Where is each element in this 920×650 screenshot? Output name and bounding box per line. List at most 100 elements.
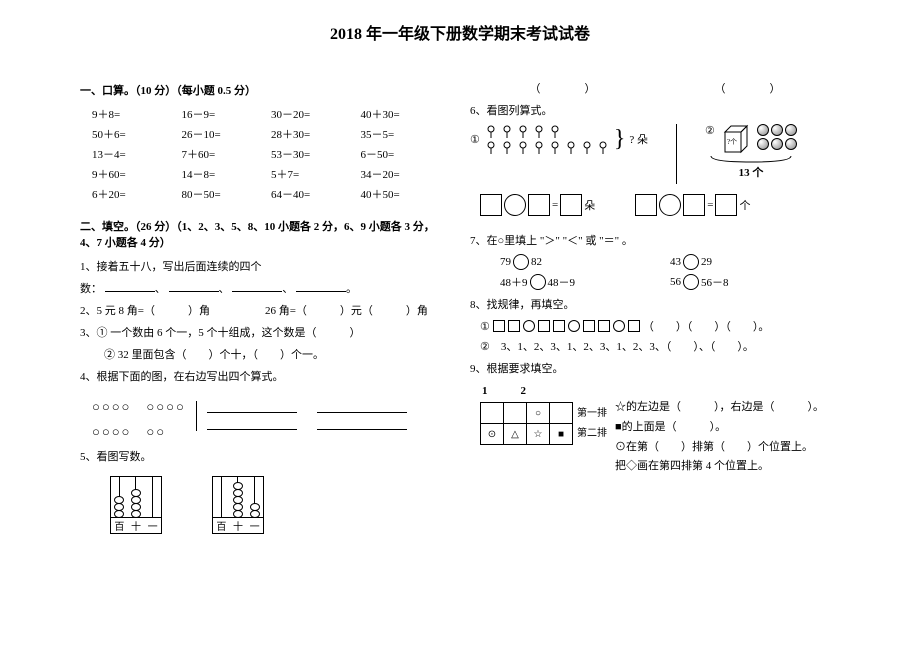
- right-column: （ ） （ ） 6、看图列算式。 ①: [470, 74, 840, 534]
- flower-icon: [516, 140, 530, 154]
- q9-figure: ○ ⊙ △ ☆ ■ 第一排 第二排: [470, 398, 840, 477]
- flower-icon: [516, 124, 530, 138]
- abacus-label: 百: [114, 518, 124, 533]
- eq-circle: [504, 194, 526, 216]
- abacus-label: 十: [233, 518, 243, 533]
- cmp-circle: [683, 274, 699, 290]
- calc-row: 13－4= 7＋60= 53－30= 6－50=: [92, 146, 450, 162]
- eq-box: [635, 194, 657, 216]
- flower-icon: [500, 140, 514, 154]
- label-1: ①: [470, 133, 480, 146]
- calc-cell: 28＋30=: [271, 126, 361, 142]
- cube-under-label: 13 个: [739, 164, 764, 180]
- flower-icon: [532, 124, 546, 138]
- q4-figure: ○○○○ ○○○○ ○○○○ ○○: [80, 390, 450, 442]
- eq-unit: 朵: [584, 197, 595, 213]
- paren-answer-row: （ ） （ ）: [470, 80, 840, 96]
- q9-line: ■的上面是（ ）。: [615, 418, 824, 438]
- abacus-label: 十: [131, 518, 141, 533]
- flower-icon: [484, 140, 498, 154]
- calc-cell: 53－30=: [271, 146, 361, 162]
- row-label: 第一排: [577, 404, 607, 424]
- abacus-label: 一: [148, 518, 158, 533]
- circle-group: ○○○○ ○○: [92, 421, 186, 440]
- grid-cell: △: [504, 424, 527, 445]
- q7-text: 7、在○里填上 "＞" "＜" 或 "＝" 。: [470, 232, 840, 248]
- flower-icon: [580, 140, 594, 154]
- calc-cell: 64－40=: [271, 186, 361, 202]
- calc-cell: 7＋60=: [182, 146, 272, 162]
- cmp-circle: [513, 254, 529, 270]
- flower-icon: [484, 124, 498, 138]
- blank: [169, 281, 219, 292]
- eq-box: [560, 194, 582, 216]
- flower-count-label: ? 朵: [629, 131, 648, 147]
- cmp-val: 48－9: [548, 274, 576, 290]
- calc-cell: 14－8=: [182, 166, 272, 182]
- cmp-circle: [530, 274, 546, 290]
- blank: [317, 419, 407, 430]
- flower-icon: [532, 140, 546, 154]
- left-column: 一、口算。（10 分）（每小题 0.5 分） 9＋8= 16－9= 30－20=…: [80, 74, 450, 534]
- grid-cell: [550, 403, 573, 424]
- q3b-text: ② 32 里面包含（ ）个十，（ ）个一。: [104, 346, 450, 362]
- calc-cell: 5＋7=: [271, 166, 361, 182]
- calc-cell: 26－10=: [182, 126, 272, 142]
- eq-box: [683, 194, 705, 216]
- blank: [207, 419, 297, 430]
- blank: [105, 281, 155, 292]
- q5-text: 5、看图写数。: [80, 448, 450, 464]
- calc-cell: 16－9=: [182, 106, 272, 122]
- label-1: ①: [480, 320, 490, 333]
- balls-group: [757, 124, 797, 150]
- flower-icon: [548, 140, 562, 154]
- compare-row: 79 82 43 29: [500, 254, 840, 270]
- abacus: 百 十 一: [110, 476, 162, 534]
- paren-cell: （ ）: [470, 80, 655, 96]
- grid-cell: ⊙: [481, 424, 504, 445]
- eq-row: = 朵 = 个: [470, 184, 840, 226]
- calc-row: 9＋60= 14－8= 5＋7= 34－20=: [92, 166, 450, 182]
- pattern-1: ① （ ）（ ）（ ）。: [480, 318, 840, 334]
- blank: [317, 402, 407, 413]
- abacus-label: 百: [216, 518, 226, 533]
- calc-cell: 6＋20=: [92, 186, 182, 202]
- calc-cell: 50＋6=: [92, 126, 182, 142]
- calc-cell: 40＋30=: [361, 106, 451, 122]
- calc-cell: 13－4=: [92, 146, 182, 162]
- abacus-row: 百 十 一 百 十 一: [80, 470, 450, 534]
- blank: [207, 402, 297, 413]
- flower-icon: [500, 124, 514, 138]
- q9-text: 9、根据要求填空。: [470, 360, 840, 376]
- paren-cell: （ ）: [655, 80, 840, 96]
- section2-heading: 二、填空。（26 分）（1、2、3、5、8、10 小题各 2 分，6、9 小题各…: [80, 218, 450, 250]
- cmp-val: 48＋9: [500, 274, 528, 290]
- cmp-val: 79: [500, 256, 511, 268]
- blank: [232, 281, 282, 292]
- cmp-val: 82: [531, 256, 542, 268]
- calc-cell: 40＋50=: [361, 186, 451, 202]
- cmp-val: 43: [670, 256, 681, 268]
- row-label: 第二排: [577, 424, 607, 444]
- equals: =: [707, 199, 713, 211]
- q9-line: ⊙在第（ ）排第（ ）个位置上。: [615, 438, 824, 458]
- calc-cell: 35－5=: [361, 126, 451, 142]
- cmp-val: 56: [670, 276, 681, 288]
- position-grid: ○ ⊙ △ ☆ ■: [480, 402, 573, 445]
- flower-icon: [548, 124, 562, 138]
- label-2: ②: [705, 124, 715, 137]
- calc-cell: 80－50=: [182, 186, 272, 202]
- q1-text: 1、接着五十八，写出后面连续的四个: [80, 258, 450, 274]
- equals: =: [552, 199, 558, 211]
- flower-icon: [564, 140, 578, 154]
- grid-cell: ○: [527, 403, 550, 424]
- q9-nums: 1 2: [482, 382, 840, 398]
- cmp-val: 29: [701, 256, 712, 268]
- q1-blanks: 数： 、 、 、 。: [80, 280, 450, 296]
- calc-row: 9＋8= 16－9= 30－20= 40＋30=: [92, 106, 450, 122]
- q9-line: 把◇画在第四排第 4 个位置上。: [615, 457, 824, 477]
- cube-text: ?个: [727, 138, 737, 146]
- compare-row: 48＋948－9 5656－8: [500, 274, 840, 290]
- eq-box: [715, 194, 737, 216]
- calc-cell: 34－20=: [361, 166, 451, 182]
